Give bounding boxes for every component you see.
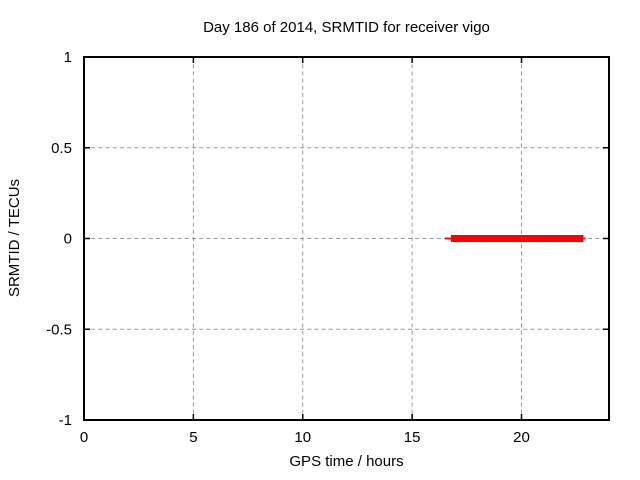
y-tick-label-0: 0 [64,231,72,248]
x-axis-label: GPS time / hours [289,453,404,470]
y-tick-label-0.5: 0.5 [51,140,72,157]
x-tick-label-15: 15 [404,429,421,446]
y-tick-label--0.5: -0.5 [46,321,72,338]
x-tick-label-10: 10 [294,429,311,446]
y-tick-label--1: -1 [59,412,72,429]
y-tick-label-1: 1 [64,49,72,66]
x-tick-label-5: 5 [189,429,197,446]
x-tick-label-20: 20 [513,429,530,446]
chart-title: Day 186 of 2014, SRMTID for receiver vig… [203,19,490,36]
x-tick-label-0: 0 [80,429,88,446]
